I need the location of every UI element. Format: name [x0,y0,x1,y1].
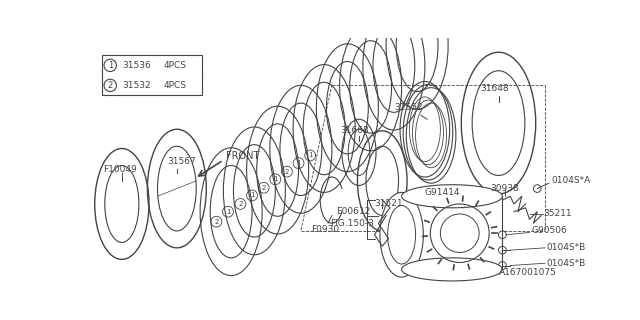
Text: F0930: F0930 [311,225,339,234]
Text: 31648: 31648 [480,84,509,93]
Text: 31552: 31552 [394,103,422,112]
Text: 2: 2 [238,201,243,207]
Bar [102,55,202,95]
Text: 30938: 30938 [491,184,520,193]
Text: 4PCS: 4PCS [164,61,187,70]
Text: 31521: 31521 [374,199,403,208]
Text: 2: 2 [285,169,289,175]
Text: 31532: 31532 [123,81,151,90]
Text: G91414: G91414 [425,188,460,197]
Ellipse shape [402,185,502,208]
Text: 4PCS: 4PCS [164,81,187,90]
Text: 1: 1 [108,61,113,70]
Text: 1: 1 [250,192,254,198]
Text: FRONT: FRONT [226,151,259,161]
Text: FIG.150-3: FIG.150-3 [330,219,374,228]
Text: 1: 1 [308,152,312,158]
Text: 1: 1 [273,176,278,182]
Ellipse shape [402,258,502,281]
Text: G90506: G90506 [531,227,567,236]
Text: 0104S*B: 0104S*B [547,243,586,252]
Text: 1: 1 [226,209,230,215]
Text: 0104S*A: 0104S*A [551,176,591,185]
Text: E00612: E00612 [336,207,370,216]
Text: 1: 1 [296,160,301,166]
Text: 31668: 31668 [340,126,369,135]
Text: F10049: F10049 [103,165,137,174]
Text: 0104S*B: 0104S*B [547,259,586,268]
Ellipse shape [380,192,423,277]
Text: A167001075: A167001075 [499,268,557,277]
Text: 35211: 35211 [543,210,572,219]
Text: 2: 2 [108,81,113,90]
Text: 2: 2 [214,219,219,225]
Bar [402,196,502,269]
Text: 2: 2 [262,185,266,191]
Text: 31567: 31567 [167,157,196,166]
Text: 31536: 31536 [123,61,152,70]
